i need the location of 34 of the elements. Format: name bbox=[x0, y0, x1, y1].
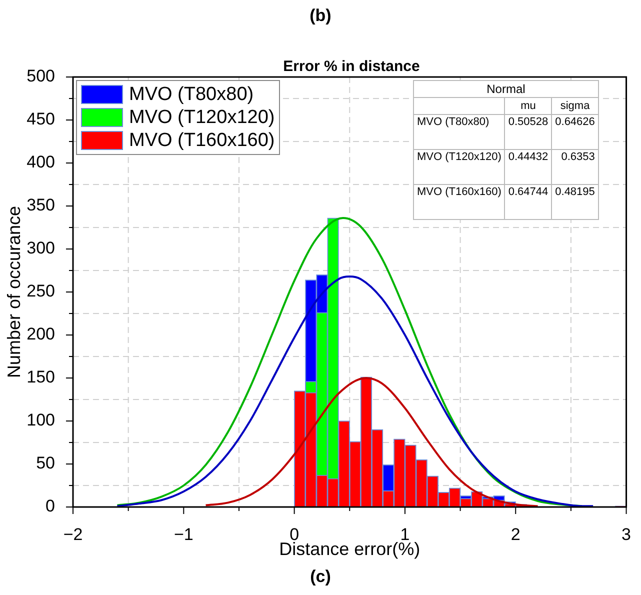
annotation: sigma bbox=[552, 98, 598, 114]
y-tick-label: 50 bbox=[36, 454, 55, 473]
y-axis-title: Number of occurance bbox=[4, 206, 24, 378]
annotation: MVO (T80x80) bbox=[414, 114, 505, 150]
y-tick-label: 150 bbox=[26, 368, 55, 387]
annotation: 0.48195 bbox=[552, 184, 598, 220]
text: (b) bbox=[308, 6, 332, 26]
x-tick-label: 2 bbox=[510, 524, 520, 544]
legend-label: MVO (T160x160) bbox=[129, 130, 275, 152]
y-tick-label: 450 bbox=[26, 110, 55, 129]
annotation: Normal bbox=[414, 80, 598, 98]
x-tick-label: −2 bbox=[63, 524, 83, 544]
x-tick-label: 3 bbox=[622, 524, 632, 544]
x-tick-label: −1 bbox=[174, 524, 194, 544]
y-tick-label: 0 bbox=[46, 496, 55, 516]
annotation: mu bbox=[504, 98, 552, 114]
y-tick-label: 200 bbox=[26, 324, 55, 344]
annotation: MVO (T160x160) bbox=[414, 184, 505, 220]
annotation: 0.44432 bbox=[504, 150, 552, 184]
y-tick-label: 400 bbox=[26, 152, 55, 172]
y-tick-label: 350 bbox=[26, 196, 55, 215]
y-tick-label: 500 bbox=[26, 66, 55, 86]
annotation: MVO (T120x120) bbox=[414, 150, 505, 184]
annotation: 0.50528 bbox=[504, 114, 552, 150]
annotation: 0.64744 bbox=[504, 184, 552, 220]
legend-label: MVO (T120x120) bbox=[129, 106, 275, 128]
text: (c) bbox=[309, 567, 332, 587]
y-tick-label: 300 bbox=[26, 238, 55, 258]
y-tick-label: 250 bbox=[26, 282, 55, 301]
annotation: 0.64626 bbox=[552, 114, 598, 150]
annotation: 0.6353 bbox=[552, 150, 598, 184]
y-tick-label: 100 bbox=[26, 410, 55, 430]
legend-label: MVO (T80x80) bbox=[129, 84, 254, 106]
chart-title: Error % in distance bbox=[282, 58, 421, 75]
